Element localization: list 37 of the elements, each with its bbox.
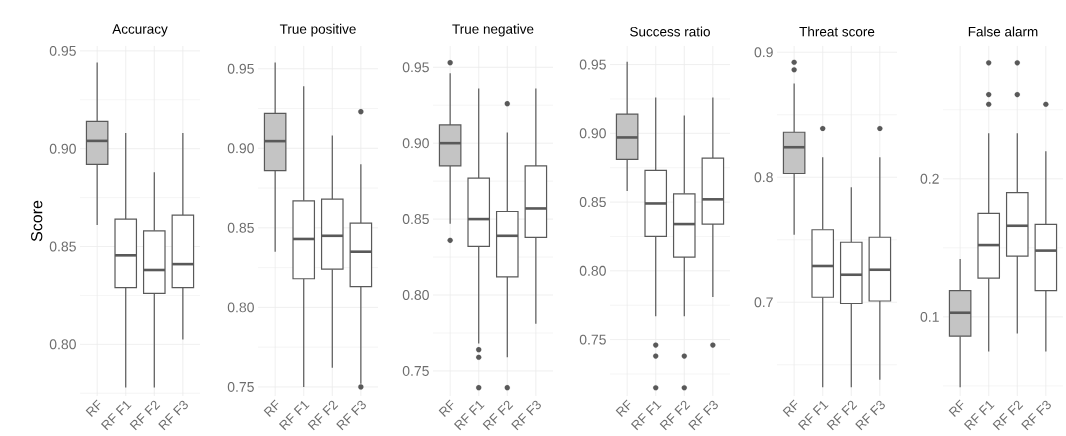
chart-title: True positive (279, 23, 356, 37)
y-tick-label: 0.90 (49, 143, 76, 154)
x-tick-label: RF (615, 399, 631, 417)
y-tick-label: 0.9 (754, 47, 773, 58)
y-tick-label: 0.1 (920, 311, 939, 322)
y-tick-label: 0.75 (227, 381, 254, 392)
y-tick-label: 0.80 (49, 339, 76, 350)
chart-title: Threat score (799, 26, 875, 37)
x-tick-label: RF (263, 399, 279, 417)
y-tick-label: 0.7 (754, 297, 773, 308)
y-tick-label: 0.95 (402, 62, 429, 73)
y-tick-label: 0.85 (49, 241, 76, 252)
x-tick-label: RF (438, 399, 454, 417)
y-tick-label: 0.80 (227, 302, 254, 313)
y-tick-label: 0.75 (402, 365, 429, 376)
y-tick-label: 0.80 (579, 265, 606, 276)
chart-title: True negative (452, 23, 534, 37)
y-tick-label: 0.85 (402, 214, 429, 225)
chart-title: Accuracy (112, 24, 168, 37)
chart-title: Success ratio (630, 26, 710, 37)
y-tick-label: 0.90 (402, 138, 429, 149)
chart-title: False alarm (968, 26, 1038, 37)
y-tick-label: 0.85 (579, 197, 606, 208)
x-tick-label: RF (948, 399, 964, 417)
y-tick-label: 0.75 (579, 334, 606, 345)
y-tick-label: 0.90 (227, 143, 254, 154)
y-tick-label: 0.80 (402, 290, 429, 300)
y-tick-label: 0.95 (579, 59, 606, 70)
y-tick-label: 0.8 (754, 172, 773, 183)
y-tick-label: 0.90 (579, 128, 606, 139)
x-tick-label: RF (782, 399, 798, 417)
y-tick-label: 0.95 (49, 45, 76, 56)
y-tick-label: 0.2 (920, 173, 939, 184)
y-axis-title: Score (31, 200, 43, 242)
y-tick-label: 0.95 (227, 63, 254, 74)
y-tick-label: 0.85 (227, 222, 254, 233)
x-tick-label: RF (85, 399, 101, 417)
